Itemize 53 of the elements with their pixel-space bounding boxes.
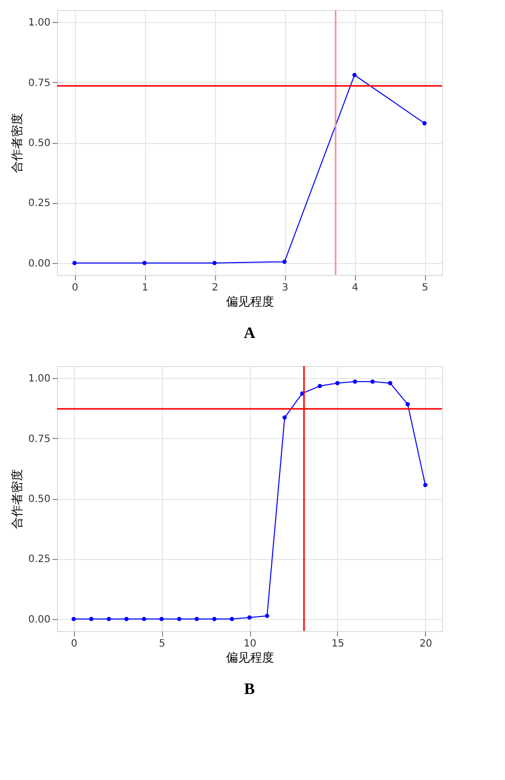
x-tick-label: 15 [332, 638, 344, 650]
x-tick-label: 0 [71, 638, 78, 650]
y-tick-label: 0.25 [28, 554, 50, 566]
x-tick-label: 2 [212, 282, 218, 294]
point [212, 260, 217, 266]
x-tick-label: 20 [419, 638, 432, 650]
point [370, 380, 375, 384]
point [388, 380, 392, 386]
x-tick-label: 3 [282, 282, 288, 294]
point [282, 415, 287, 420]
point [352, 380, 358, 384]
point [159, 616, 164, 622]
point [72, 260, 77, 266]
y-tick-label: 0.50 [28, 138, 50, 149]
point [282, 260, 287, 264]
x-axis-title: 偏见程度 [226, 294, 274, 308]
point [247, 615, 252, 620]
point [194, 616, 199, 622]
point [212, 616, 216, 622]
x-tick-label: 10 [244, 638, 256, 650]
point [142, 260, 147, 266]
x-tick-label: 5 [158, 638, 166, 650]
x-tick-label: 4 [352, 282, 358, 294]
y-tick-label: 0.50 [28, 494, 50, 505]
point [177, 616, 182, 622]
point [352, 72, 357, 78]
point [106, 616, 111, 622]
point [335, 380, 340, 386]
point [422, 121, 427, 126]
text: B [244, 681, 256, 698]
y-tick-label: 0.25 [28, 198, 50, 210]
point [142, 616, 146, 622]
text: A [244, 325, 256, 342]
point [406, 402, 410, 406]
y-axis-title: 合作者密度 [10, 469, 24, 529]
y-tick-label: 0.00 [28, 614, 50, 626]
point [230, 616, 234, 622]
x-tick-label: 5 [422, 282, 428, 294]
point [124, 616, 129, 622]
point [423, 482, 428, 488]
point [72, 616, 76, 622]
x-axis-title: 偏见程度 [226, 650, 274, 664]
y-tick-label: 0.75 [28, 434, 50, 445]
x-tick-label: 1 [142, 282, 148, 294]
y-tick-label: 0.00 [28, 258, 50, 270]
y-axis-title: 合作者密度 [10, 113, 24, 173]
y-tick-label: 0.75 [28, 78, 50, 89]
point [318, 384, 322, 388]
x-tick-label: 0 [72, 282, 78, 294]
y-tick-label: 1.00 [28, 374, 50, 385]
point [264, 614, 270, 618]
y-tick-label: 1.00 [28, 18, 50, 29]
point [89, 616, 94, 622]
